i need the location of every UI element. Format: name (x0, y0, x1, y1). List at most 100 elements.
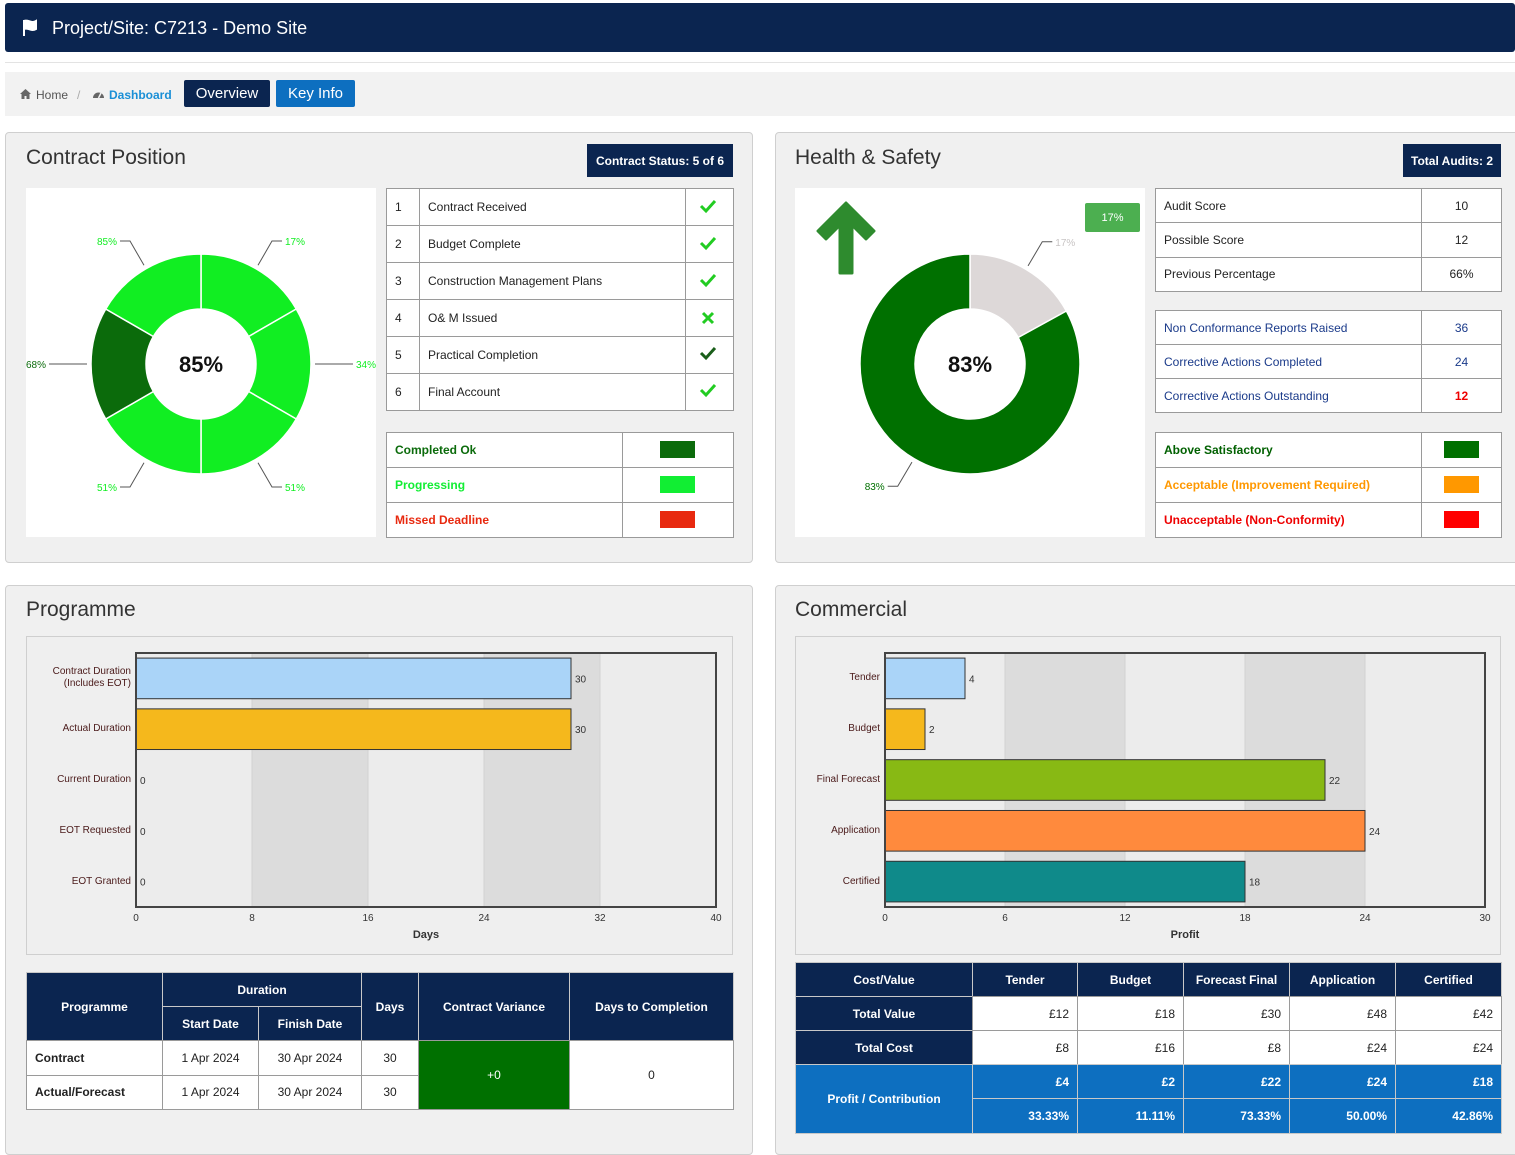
table-cell: £30 (1183, 996, 1290, 1031)
change-badge: 17% (1085, 203, 1140, 232)
x-axis-label: Days (413, 929, 439, 941)
overview-button[interactable]: Overview (184, 80, 270, 107)
leader-line (120, 462, 145, 488)
trend-arrow (816, 201, 876, 275)
check-icon (699, 199, 717, 214)
row-label: Total Cost (795, 1030, 973, 1065)
table-header: Programme (26, 972, 163, 1041)
y-tick-label: Contract Duration (Includes EOT) (52, 666, 131, 690)
y-tick-label: Application (831, 824, 880, 836)
chart-box (26, 188, 376, 537)
y-tick-label: EOT Requested (59, 824, 131, 836)
step-label: Construction Management Plans (419, 262, 686, 300)
x-tick-label: 24 (1359, 913, 1371, 924)
step-number: 4 (386, 299, 420, 337)
table-cell: £42 (1395, 996, 1502, 1031)
score-value: 66% (1421, 256, 1502, 292)
table-header: Finish Date (258, 1006, 362, 1041)
step-label: Final Account (419, 373, 686, 411)
hs-donut: 17% 83% 83% (859, 238, 1081, 493)
table-cell: £8 (972, 1030, 1078, 1065)
legend-label: Above Satisfactory (1155, 432, 1422, 468)
separator: / (77, 88, 81, 102)
plot-border (135, 652, 717, 908)
y-tick-label: Budget (848, 723, 880, 735)
table-cell: £12 (972, 996, 1078, 1031)
x-tick-label: 12 (1119, 913, 1131, 924)
table-header: Cost/Value (795, 962, 973, 997)
step-status (685, 299, 734, 337)
y-tick-label: Certified (842, 875, 880, 887)
table-cell: 30 (361, 1074, 419, 1110)
legend-label: Completed Ok (386, 432, 623, 468)
profit-cell: £22 (1183, 1064, 1290, 1099)
center-label: 85% (179, 352, 223, 377)
data-label: 24 (1369, 827, 1381, 838)
dashboard-link[interactable]: Dashboard (109, 88, 172, 102)
table-cell: 30 Apr 2024 (258, 1040, 362, 1076)
score-label: Audit Score (1155, 188, 1422, 224)
data-label: 0 (140, 776, 146, 787)
profit-percentage: 33.33% (972, 1098, 1078, 1134)
report-label: Corrective Actions Outstanding (1155, 378, 1422, 413)
data-label: 17% (1055, 238, 1075, 249)
step-label: Practical Completion (419, 336, 686, 374)
step-number: 2 (386, 225, 420, 263)
table-header: Application (1289, 962, 1396, 997)
status-badge: Contract Status: 5 of 6 (587, 144, 733, 177)
profit-cell: £4 (972, 1064, 1078, 1099)
data-label: 68% (26, 360, 46, 371)
table-header: Duration (162, 972, 362, 1007)
data-label: 85% (97, 237, 117, 248)
profit-percentage: 73.33% (1183, 1098, 1290, 1134)
table-header: Certified (1395, 962, 1502, 997)
y-tick-label: EOT Granted (71, 875, 131, 887)
x-tick-label: 18 (1239, 913, 1251, 924)
bar-chart: 0 8 16 24 32 40 Days 30 30 0 0 0 (133, 652, 722, 941)
step-number: 5 (386, 336, 420, 374)
check-icon (699, 383, 717, 398)
contract-donut: 17% 34% 51% 51% 68% 85% 85% (26, 237, 376, 494)
table-header: Days to Completion (569, 972, 734, 1041)
leader-line (887, 461, 913, 487)
x-tick-label: 24 (478, 913, 490, 924)
step-number: 3 (386, 262, 420, 300)
table-header: Contract Variance (418, 972, 570, 1041)
y-tick-label: Actual Duration (62, 723, 131, 735)
home-icon (20, 89, 31, 99)
table-header: Forecast Final (1183, 962, 1290, 997)
profit-percentage: 50.00% (1289, 1098, 1396, 1134)
step-label: O& M Issued (419, 299, 686, 337)
table-header: Days (361, 972, 419, 1041)
key-info-button[interactable]: Key Info (276, 80, 355, 107)
donut-segment (859, 253, 1081, 475)
data-label: 0 (140, 878, 146, 889)
donut-segment (104, 253, 202, 338)
row-label: Actual/Forecast (26, 1074, 163, 1110)
x-tick-label: 8 (249, 913, 255, 924)
table-cell: 30 Apr 2024 (258, 1074, 362, 1110)
y-tick-label: Tender (849, 672, 880, 684)
profit-cell: £2 (1077, 1064, 1184, 1099)
y-tick-label: Final Forecast (816, 773, 880, 785)
bar (884, 759, 1326, 801)
table-header: Budget (1077, 962, 1184, 997)
table-cell: £8 (1183, 1030, 1290, 1065)
data-label: 18 (1249, 878, 1261, 889)
data-label: 2 (929, 725, 935, 736)
table-cell: 1 Apr 2024 (162, 1040, 259, 1076)
leader-line (120, 240, 145, 266)
data-label: 30 (575, 674, 587, 685)
profit-percentage: 42.86% (1395, 1098, 1502, 1134)
table-header: Start Date (162, 1006, 259, 1041)
step-number: 1 (386, 188, 420, 226)
data-label: 22 (1329, 776, 1341, 787)
x-tick-label: 0 (882, 913, 888, 924)
score-label: Possible Score (1155, 222, 1422, 258)
breadcrumb-bar: Home / Dashboard Overview Key Info (5, 72, 1515, 116)
check-icon (699, 236, 717, 251)
home-link[interactable]: Home (36, 88, 69, 102)
report-value: 24 (1421, 344, 1502, 379)
